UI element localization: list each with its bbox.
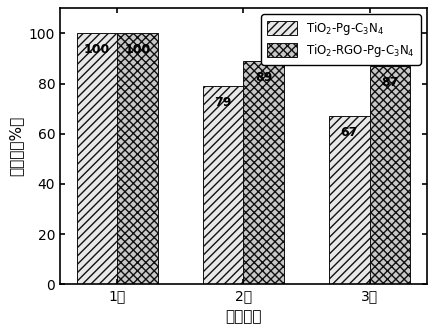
Bar bbox=[243, 61, 283, 284]
Text: 89: 89 bbox=[254, 71, 272, 84]
Bar bbox=[369, 66, 409, 284]
X-axis label: 循环次数: 循环次数 bbox=[225, 309, 261, 324]
Text: 87: 87 bbox=[380, 76, 398, 89]
Bar bbox=[77, 34, 117, 284]
Y-axis label: 去除率（%）: 去除率（%） bbox=[8, 116, 23, 176]
Bar bbox=[203, 86, 243, 284]
Bar bbox=[117, 34, 157, 284]
Text: 67: 67 bbox=[340, 126, 357, 139]
Bar bbox=[329, 116, 369, 284]
Text: 100: 100 bbox=[124, 43, 150, 56]
Text: 100: 100 bbox=[84, 43, 110, 56]
Text: 79: 79 bbox=[214, 96, 231, 109]
Legend: TiO$_2$-Pg-C$_3$N$_4$, TiO$_2$-RGO-Pg-C$_3$N$_4$: TiO$_2$-Pg-C$_3$N$_4$, TiO$_2$-RGO-Pg-C$… bbox=[261, 14, 420, 65]
